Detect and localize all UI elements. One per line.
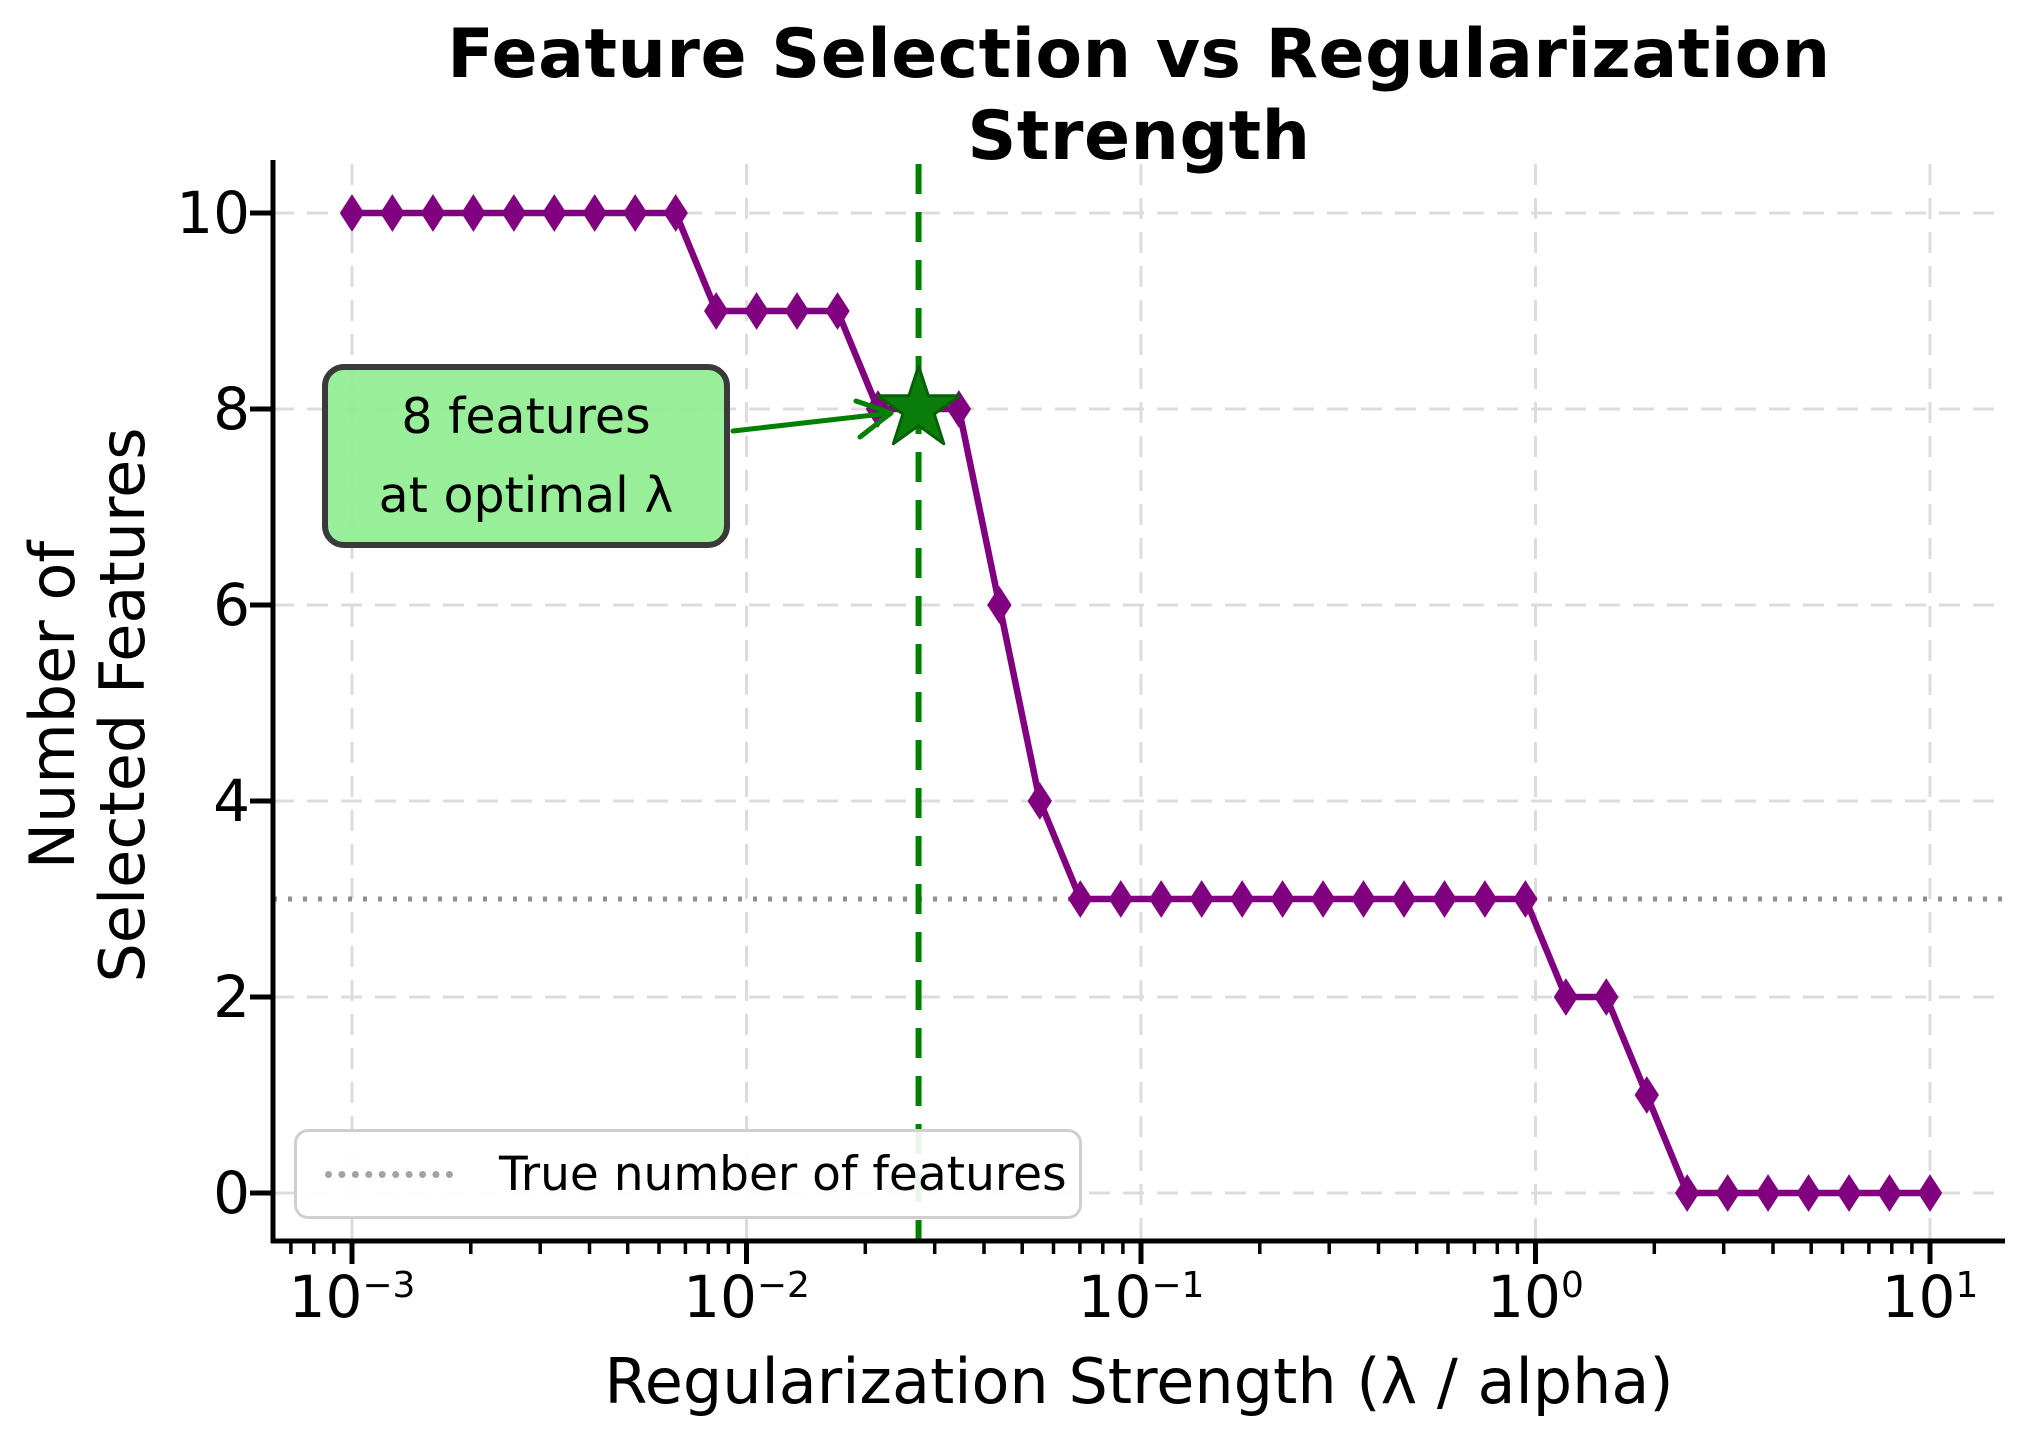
data-point [339, 194, 365, 232]
data-point [1553, 978, 1579, 1016]
data-point [744, 292, 769, 330]
data-point [1594, 978, 1619, 1016]
data-point [1715, 1174, 1740, 1212]
y-tick-label: 0 [213, 1159, 250, 1227]
data-point [987, 586, 1012, 624]
data-point [1836, 1174, 1862, 1212]
data-point [1068, 880, 1093, 918]
y-tick-label: 2 [213, 963, 250, 1031]
data-point [420, 194, 446, 232]
data-point [380, 194, 405, 232]
data-point [1027, 782, 1052, 820]
optimal-star-marker [876, 364, 961, 446]
x-tick-label: 10−1 [1077, 1263, 1205, 1331]
x-tick-label: 101 [1881, 1263, 1979, 1331]
data-point [1230, 880, 1255, 918]
data-point [1351, 880, 1376, 918]
x-tick-label: 10−2 [683, 1263, 810, 1331]
series-line [352, 209, 1930, 1197]
data-point [623, 194, 648, 232]
annotation-line1: 8 features [401, 388, 651, 445]
annotation-arrow-barb [857, 410, 894, 440]
data-point [542, 194, 567, 232]
y-tick-label: 10 [176, 179, 250, 247]
data-point [1917, 1174, 1943, 1212]
legend: True number of features [294, 1129, 1082, 1219]
data-point [1432, 880, 1457, 918]
data-point [825, 292, 850, 330]
data-point [1310, 880, 1336, 918]
data-point [501, 194, 527, 232]
annotation-callout: 8 features at optimal λ [322, 364, 730, 548]
data-point [1391, 880, 1417, 918]
data-point [1472, 880, 1498, 918]
data-point [704, 292, 729, 330]
x-tick-label: 100 [1487, 1263, 1584, 1331]
data-point [1189, 880, 1214, 918]
y-axis-label-line1: Number of [16, 540, 89, 870]
data-point [1149, 880, 1174, 918]
data-point [1877, 1174, 1902, 1212]
dotted-line-sample [325, 1170, 453, 1178]
data-point [1755, 1174, 1781, 1212]
y-tick-label: 8 [213, 375, 250, 443]
x-axis-label: Regularization Strength (λ / alpha) [604, 1345, 1674, 1418]
chart-title: Feature Selection vs Regularization Stre… [447, 15, 1831, 176]
y-tick-label: 4 [213, 767, 250, 835]
data-point [582, 194, 607, 232]
annotation-arrow-line [730, 410, 894, 434]
data-point [1513, 880, 1538, 918]
y-tick-label: 6 [213, 571, 250, 639]
data-point [461, 194, 486, 232]
data-point [784, 292, 810, 330]
legend-label: True number of features [499, 1146, 1067, 1202]
annotation-line2: at optimal λ [378, 467, 674, 524]
annotation-arrow-barb [853, 398, 894, 416]
data-point [1108, 880, 1133, 918]
data-point [1634, 1076, 1659, 1114]
data-point [1796, 1174, 1821, 1212]
data-point [663, 194, 688, 232]
data-point [1270, 880, 1295, 918]
data-point [1675, 1174, 1700, 1212]
x-tick-label: 10−3 [288, 1263, 416, 1331]
